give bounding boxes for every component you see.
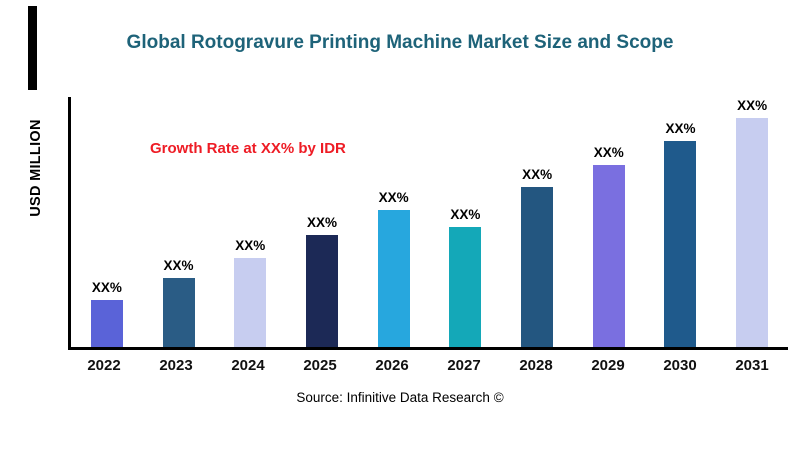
x-tick-label: 2023 <box>159 357 193 374</box>
bar-value-label: XX% <box>91 280 122 296</box>
plot-area: XX% XX% XX% XX% XX% XX% XX% XX% XX% XX% <box>68 97 788 350</box>
x-tick-label: 2026 <box>375 357 409 374</box>
x-tick-label: 2024 <box>231 357 265 374</box>
chart-title: Global Rotogravure Printing Machine Mark… <box>126 32 674 53</box>
bar <box>377 209 410 347</box>
bar-column: XX% <box>286 215 358 347</box>
x-tick-label: 2031 <box>735 357 769 374</box>
bar <box>664 140 697 347</box>
bar-value-label: XX% <box>378 189 409 205</box>
bar <box>305 234 338 347</box>
bar-value-label: XX% <box>737 98 768 113</box>
decorative-black-bar <box>28 6 37 90</box>
bar <box>162 278 195 347</box>
bar <box>592 164 625 347</box>
y-axis-label: USD MILLION <box>28 119 44 217</box>
bar-value-label: XX% <box>665 120 696 136</box>
bar <box>521 186 554 347</box>
growth-rate-annotation: Growth Rate at XX% by IDR <box>150 140 346 157</box>
bar-value-label: XX% <box>593 144 624 160</box>
x-tick-label: 2025 <box>303 357 337 374</box>
bar-column: XX% <box>71 280 143 347</box>
bar-value-label: XX% <box>450 206 481 222</box>
x-tick-label: 2027 <box>447 357 481 374</box>
bar-column: XX% <box>430 207 502 347</box>
bar-value-label: XX% <box>522 166 553 182</box>
bar-column: XX% <box>716 98 788 347</box>
bar <box>234 257 267 347</box>
x-tick-label: 2028 <box>519 357 553 374</box>
bar-column: XX% <box>214 238 286 347</box>
bar-column: XX% <box>358 190 430 347</box>
bar-column: XX% <box>645 121 717 347</box>
x-tick-label: 2029 <box>591 357 625 374</box>
bar-column: XX% <box>573 145 645 347</box>
bar-column: XX% <box>143 258 215 347</box>
source-text: Source: Infinitive Data Research © <box>296 390 504 405</box>
x-tick-label: 2030 <box>663 357 697 374</box>
bar-value-label: XX% <box>163 258 194 274</box>
bar-value-label: XX% <box>306 214 337 230</box>
bar-column: XX% <box>501 167 573 347</box>
bar <box>449 226 482 347</box>
bar-value-label: XX% <box>235 237 266 253</box>
x-tick-label: 2022 <box>87 357 121 374</box>
bar <box>90 300 123 347</box>
bar <box>736 118 769 347</box>
x-axis-ticks: 2022 2023 2024 2025 2026 2027 2028 2029 2030 2031 <box>68 357 788 374</box>
